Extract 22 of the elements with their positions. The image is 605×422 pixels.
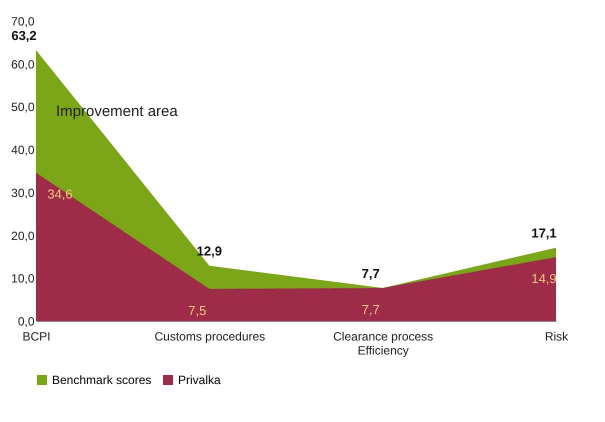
data-label: 7,7 <box>362 302 380 317</box>
data-label: 17,1 <box>531 226 557 241</box>
data-label: 63,2 <box>11 28 37 44</box>
data-label: 12,9 <box>196 244 222 259</box>
legend-label: Privalka <box>178 373 222 387</box>
y-tick-label: 60,0 <box>11 57 35 72</box>
y-tick-label: 10,0 <box>11 272 35 286</box>
y-tick-label: 20,0 <box>11 228 35 243</box>
y-tick-label: 30,0 <box>11 186 35 200</box>
y-tick-label: 50,0 <box>11 100 35 114</box>
x-tick-label: Risk <box>544 330 570 344</box>
data-label: 7,7 <box>362 266 380 281</box>
legend-label: Benchmark scores <box>52 373 152 387</box>
x-tick-label: Customs procedures <box>154 330 266 344</box>
x-tick-label: BCPI <box>22 330 51 344</box>
y-tick-label: 70,0 <box>11 14 35 28</box>
y-tick-label: 0,0 <box>18 314 35 328</box>
data-label: 34,6 <box>47 186 73 202</box>
y-tick-label: 40,0 <box>11 143 35 158</box>
x-tick-label: Clearance process Efficiency <box>333 330 434 358</box>
data-label: 14,9 <box>531 271 557 286</box>
data-label: 7,5 <box>188 302 206 318</box>
